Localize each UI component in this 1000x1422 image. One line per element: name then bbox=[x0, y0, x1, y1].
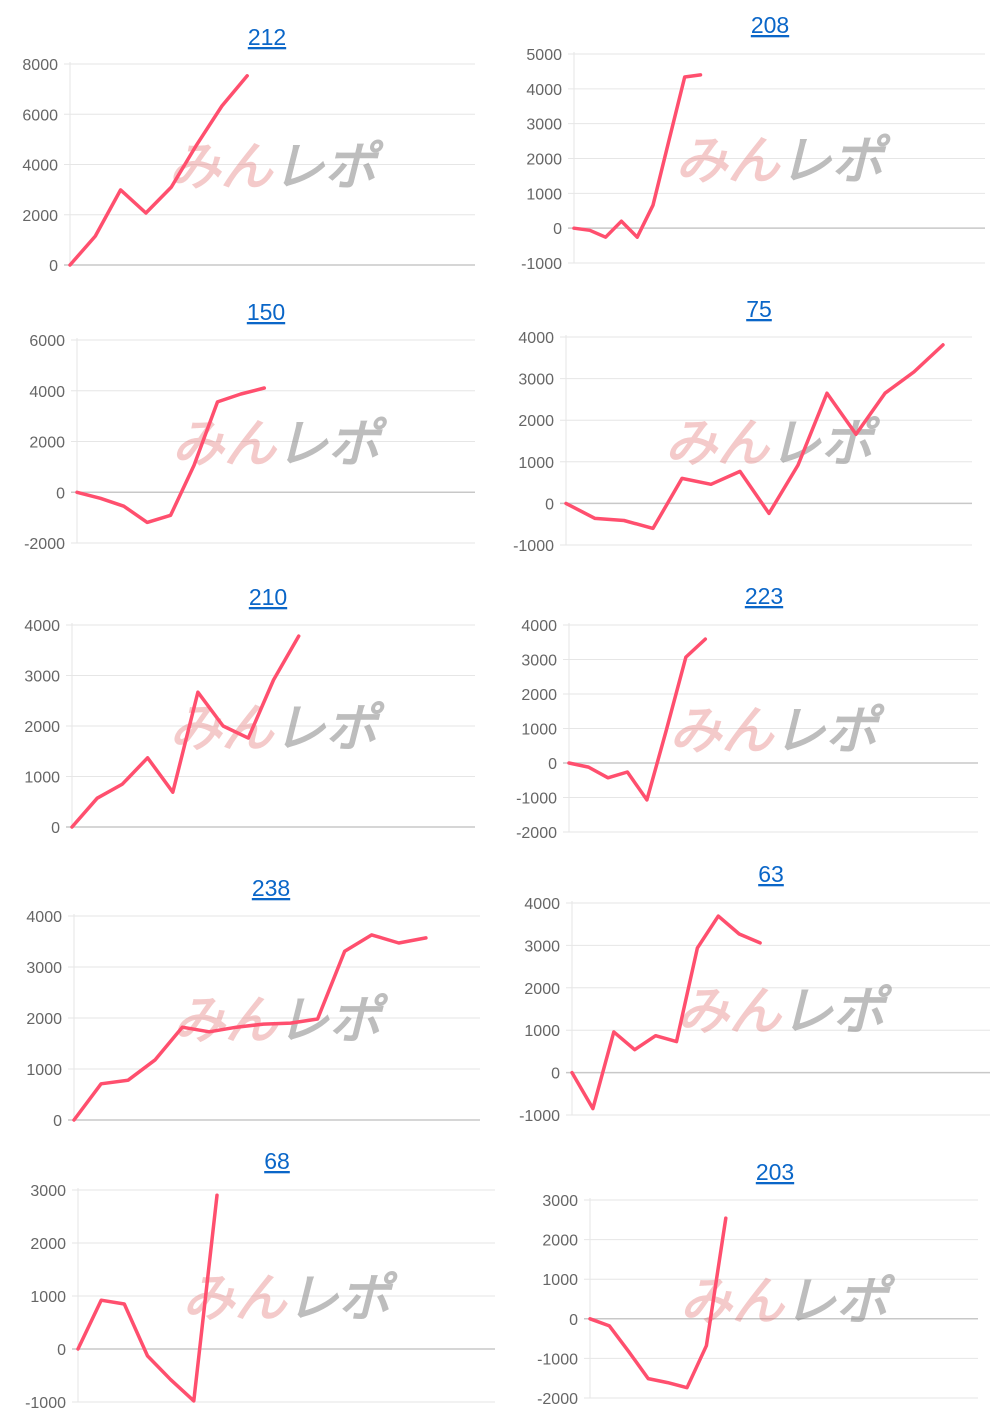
series-line bbox=[588, 1216, 728, 1390]
chart-title-link[interactable]: 63 bbox=[758, 861, 784, 887]
watermark-logo: みんレポ bbox=[675, 133, 891, 191]
y-tick-label: 4000 bbox=[526, 82, 562, 99]
y-tick-label: 3000 bbox=[24, 669, 60, 686]
y-tick-label: 0 bbox=[53, 1113, 62, 1130]
y-tick-label: 4000 bbox=[518, 330, 554, 347]
y-tick-label: -2000 bbox=[516, 825, 557, 842]
series-line bbox=[68, 74, 249, 267]
y-tick-label: 0 bbox=[545, 496, 554, 513]
y-tick-label: -1000 bbox=[513, 538, 554, 555]
chart-title-link[interactable]: 210 bbox=[249, 584, 287, 610]
y-tick-label: 2000 bbox=[29, 435, 65, 452]
y-tick-label: 1000 bbox=[24, 770, 60, 787]
y-tick-label: 3000 bbox=[542, 1193, 578, 1210]
y-tick-label: -1000 bbox=[519, 1108, 560, 1125]
y-tick-label: 0 bbox=[49, 258, 58, 275]
chart-title-link[interactable]: 150 bbox=[247, 299, 285, 325]
y-tick-label: 2000 bbox=[30, 1236, 66, 1253]
y-tick-label: 0 bbox=[51, 820, 60, 837]
y-tick-label: 0 bbox=[57, 1342, 66, 1359]
series-line bbox=[72, 933, 428, 1122]
y-tick-label: 2000 bbox=[26, 1011, 62, 1028]
series-line bbox=[570, 914, 762, 1111]
y-tick-label: 0 bbox=[569, 1312, 578, 1329]
y-tick-label: -2000 bbox=[24, 536, 65, 553]
watermark-logo: みんレポ bbox=[669, 703, 885, 761]
series-line bbox=[572, 73, 703, 239]
line-chart-212: 0 2000 4000 6000 8000 みんレポ 212 bbox=[22, 24, 475, 275]
y-tick-label: 2000 bbox=[526, 152, 562, 169]
y-tick-label: 1000 bbox=[526, 186, 562, 203]
y-tick-label: 0 bbox=[548, 756, 557, 773]
y-tick-label: 1000 bbox=[30, 1289, 66, 1306]
y-tick-label: 2000 bbox=[24, 719, 60, 736]
chart-title-link[interactable]: 223 bbox=[745, 583, 783, 609]
y-tick-label: -1000 bbox=[516, 791, 557, 808]
y-tick-label: 1000 bbox=[518, 455, 554, 472]
y-tick-label: 3000 bbox=[526, 117, 562, 134]
y-tick-label: 2000 bbox=[22, 208, 58, 225]
line-chart-68: -1000 0 1000 2000 3000 みんレポ 68 bbox=[25, 1148, 495, 1412]
watermark-logo: みんレポ bbox=[169, 700, 385, 758]
y-tick-label: 3000 bbox=[30, 1183, 66, 1200]
y-tick-label: 2000 bbox=[521, 687, 557, 704]
y-tick-label: 6000 bbox=[22, 107, 58, 124]
series-line bbox=[567, 637, 708, 802]
y-tick-label: 4000 bbox=[26, 909, 62, 926]
y-tick-label: 3000 bbox=[524, 938, 560, 955]
y-tick-label: -1000 bbox=[521, 256, 562, 273]
line-chart-208: -1000 0 1000 2000 3000 4000 5000 みんレポ 208 bbox=[521, 12, 985, 273]
line-chart-238: 0 1000 2000 3000 4000 みんレポ 238 bbox=[26, 875, 480, 1130]
y-tick-label: 4000 bbox=[29, 384, 65, 401]
watermark-logo: みんレポ bbox=[680, 1273, 896, 1331]
chart-title-link[interactable]: 203 bbox=[756, 1159, 794, 1185]
line-chart-203: -2000 -1000 0 1000 2000 3000 みんレポ 203 bbox=[537, 1159, 978, 1408]
chart-title-link[interactable]: 212 bbox=[248, 24, 286, 50]
chart-title-link[interactable]: 238 bbox=[252, 875, 290, 901]
chart-title-link[interactable]: 75 bbox=[746, 296, 772, 322]
watermark-logo: みんレポ bbox=[173, 992, 389, 1050]
y-tick-label: 4000 bbox=[521, 618, 557, 635]
watermark-logo: みんレポ bbox=[677, 983, 893, 1041]
y-tick-label: 0 bbox=[56, 485, 65, 502]
y-tick-label: 6000 bbox=[29, 333, 65, 350]
watermark-logo: みんレポ bbox=[182, 1270, 398, 1328]
y-tick-label: 0 bbox=[553, 221, 562, 238]
line-chart-223: -2000 -1000 0 1000 2000 3000 4000 みんレポ 223 bbox=[516, 583, 978, 842]
series-line bbox=[75, 386, 267, 525]
watermark-logo: みんレポ bbox=[172, 416, 388, 474]
y-tick-label: 4000 bbox=[524, 896, 560, 913]
y-tick-label: 2000 bbox=[518, 413, 554, 430]
y-tick-label: -1000 bbox=[25, 1395, 66, 1412]
y-tick-label: 1000 bbox=[542, 1272, 578, 1289]
chart-title-link[interactable]: 208 bbox=[751, 12, 789, 38]
y-tick-label: 1000 bbox=[524, 1023, 560, 1040]
y-tick-label: 3000 bbox=[26, 960, 62, 977]
y-tick-label: 8000 bbox=[22, 57, 58, 74]
line-chart-210: 0 1000 2000 3000 4000 みんレポ 210 bbox=[24, 584, 475, 837]
y-tick-label: 4000 bbox=[24, 618, 60, 635]
y-tick-label: 0 bbox=[551, 1066, 560, 1083]
y-tick-label: 3000 bbox=[521, 653, 557, 670]
chart-title-link[interactable]: 68 bbox=[264, 1148, 290, 1174]
y-tick-label: -1000 bbox=[537, 1351, 578, 1368]
y-tick-label: 5000 bbox=[526, 47, 562, 64]
y-tick-label: 1000 bbox=[521, 722, 557, 739]
y-tick-label: 1000 bbox=[26, 1062, 62, 1079]
series-line bbox=[70, 634, 301, 829]
y-tick-label: -2000 bbox=[537, 1391, 578, 1408]
series-line bbox=[76, 1193, 219, 1403]
series-line bbox=[564, 343, 945, 531]
watermark-logo: みんレポ bbox=[665, 415, 881, 473]
y-tick-label: 4000 bbox=[22, 158, 58, 175]
watermark-logo: みんレポ bbox=[168, 139, 384, 197]
line-chart-75: -1000 0 1000 2000 3000 4000 みんレポ 75 bbox=[513, 296, 972, 555]
y-tick-label: 3000 bbox=[518, 372, 554, 389]
line-chart-150: -2000 0 2000 4000 6000 みんレポ 150 bbox=[24, 299, 475, 553]
y-tick-label: 2000 bbox=[524, 981, 560, 998]
y-tick-label: 2000 bbox=[542, 1233, 578, 1250]
line-chart-63: -1000 0 1000 2000 3000 4000 みんレポ 63 bbox=[519, 861, 990, 1125]
